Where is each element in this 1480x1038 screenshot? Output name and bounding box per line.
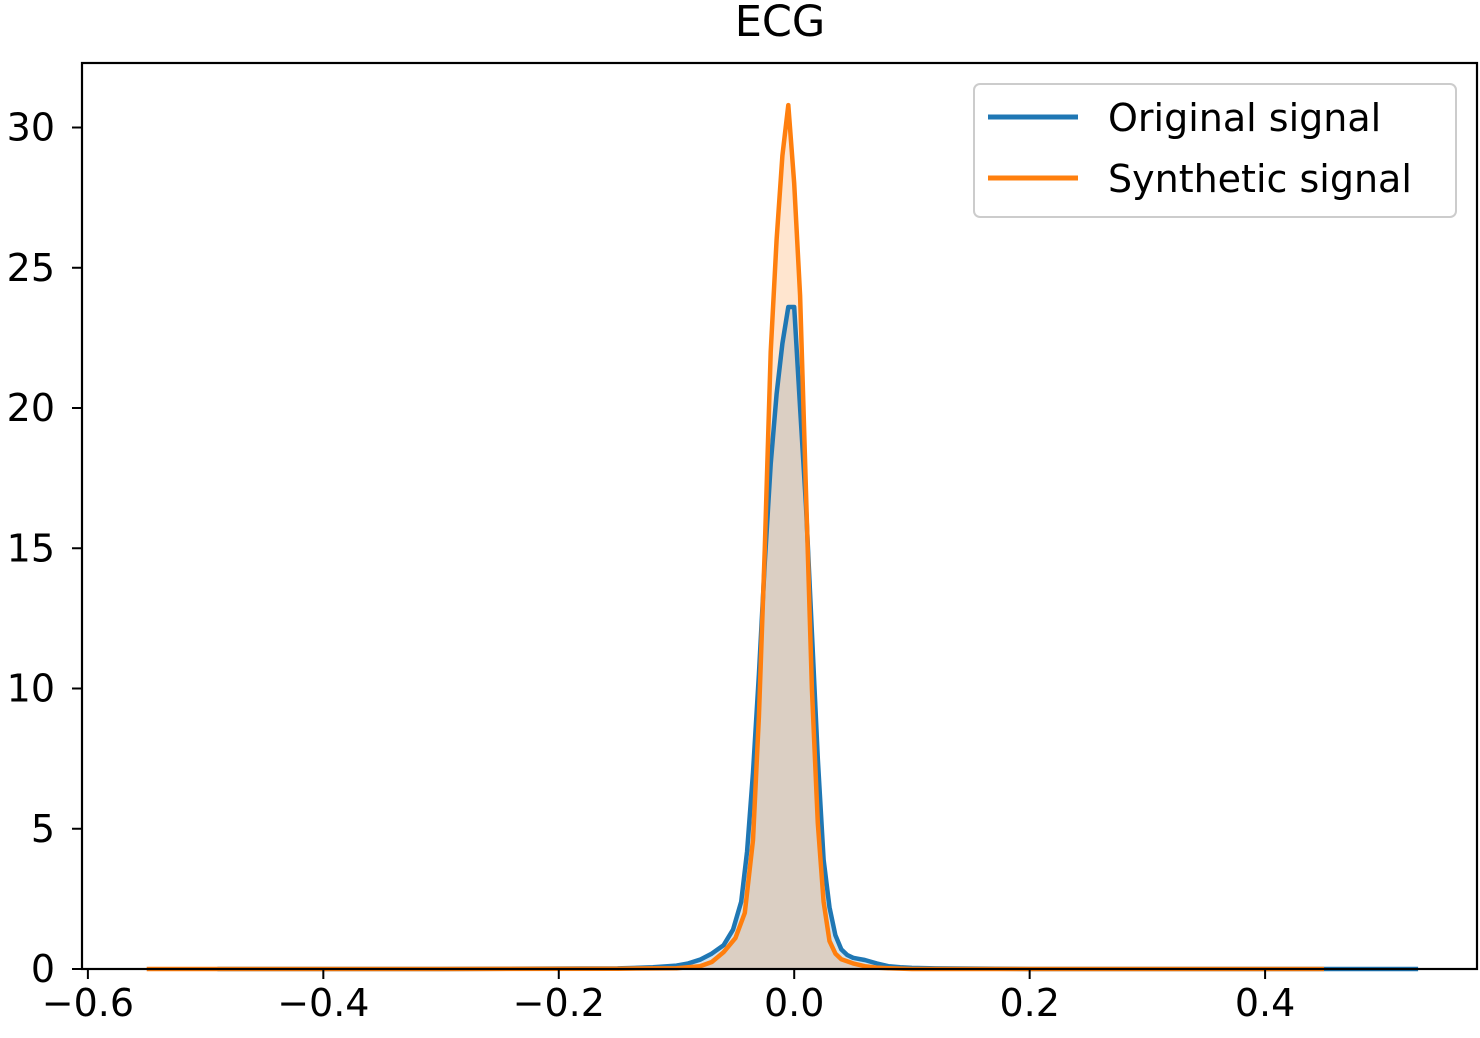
x-tick-label: 0.2 bbox=[999, 981, 1059, 1025]
y-tick-label: 5 bbox=[31, 807, 55, 851]
y-axis: 0 5 10 15 20 25 30 bbox=[7, 106, 82, 991]
legend-label-synthetic: Synthetic signal bbox=[1108, 157, 1412, 201]
series-lines bbox=[146, 102, 1419, 972]
y-tick-label: 20 bbox=[7, 386, 55, 430]
y-tick-label: 0 bbox=[31, 947, 55, 991]
x-axis: −0.6 −0.4 −0.2 0.0 0.2 0.4 bbox=[42, 969, 1295, 1025]
series-line-synthetic-signal bbox=[146, 102, 1324, 972]
x-tick-label: −0.2 bbox=[513, 981, 605, 1025]
x-tick-label: 0.4 bbox=[1235, 981, 1295, 1025]
y-tick-label: 10 bbox=[7, 667, 55, 711]
plot-area-frame bbox=[80, 61, 1479, 971]
x-tick-label: 0.0 bbox=[764, 981, 824, 1025]
y-tick-label: 30 bbox=[7, 106, 55, 150]
series-fills bbox=[146, 105, 1419, 970]
legend: Original signal Synthetic signal bbox=[973, 83, 1457, 218]
series-fill-synthetic-signal bbox=[146, 105, 1325, 970]
y-tick-label: 25 bbox=[7, 246, 55, 290]
chart-title: ECG bbox=[735, 0, 826, 47]
y-tick-label: 15 bbox=[7, 526, 55, 570]
legend-box bbox=[973, 83, 1457, 218]
x-tick-label: −0.4 bbox=[277, 981, 369, 1025]
x-tick-label: −0.6 bbox=[42, 981, 134, 1025]
legend-label-original: Original signal bbox=[1108, 96, 1381, 140]
